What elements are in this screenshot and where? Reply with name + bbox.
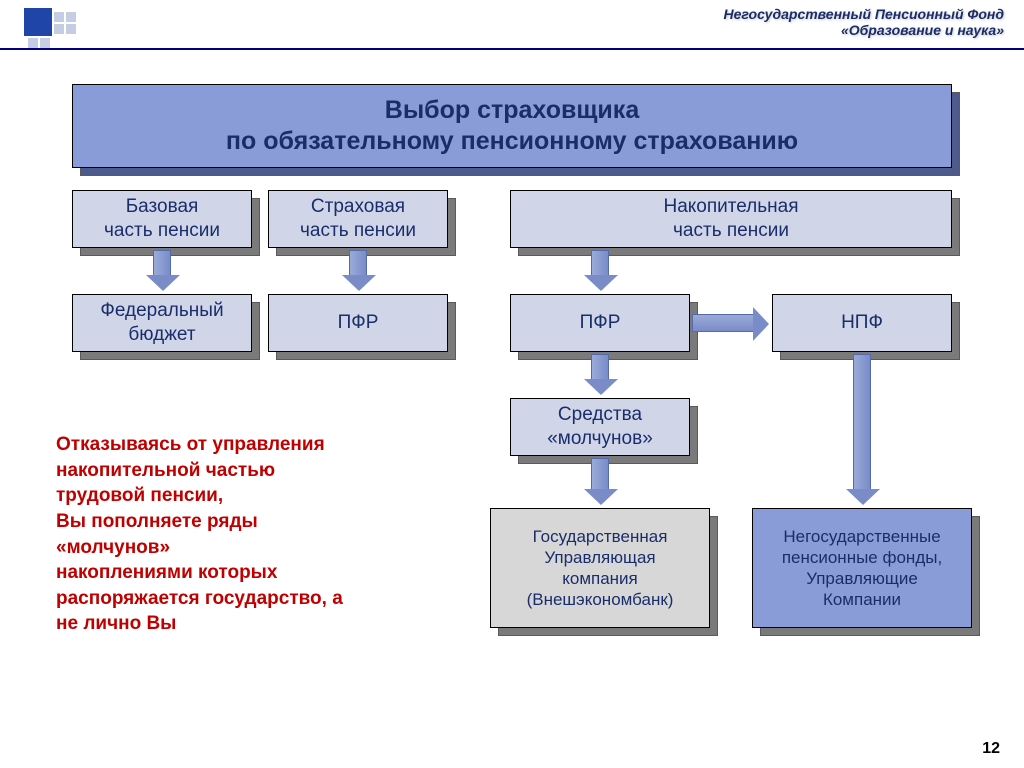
arrow-down: [591, 354, 609, 380]
label: (Внешэкономбанк): [527, 589, 674, 610]
label: пенсионные фонды,: [782, 547, 942, 568]
label: Управляющие: [806, 568, 918, 589]
arrow-down: [853, 354, 871, 490]
page-number: 12: [982, 740, 1000, 758]
label: Накопительная: [663, 195, 798, 219]
note-line: накопительной частью: [56, 458, 343, 484]
box-silent-funds: Средства «молчунов»: [510, 398, 690, 456]
title-line2: по обязательному пенсионному страхованию: [226, 126, 798, 157]
title-line1: Выбор страховщика: [385, 95, 639, 126]
arrow-down: [591, 458, 609, 490]
label: Федеральный: [100, 299, 223, 323]
box-pfr-2: ПФР: [510, 294, 690, 352]
box-npf-mgmt: Негосударственные пенсионные фонды, Упра…: [752, 508, 972, 628]
box-npf: НПФ: [772, 294, 952, 352]
label: Страховая: [311, 195, 405, 219]
arrow-down: [591, 250, 609, 276]
note-line: накоплениями которых: [56, 560, 343, 586]
red-note: Отказываясь от управления накопительной …: [56, 432, 343, 637]
label: НПФ: [841, 311, 883, 335]
box-pfr-1: ПФР: [268, 294, 448, 352]
note-line: трудовой пенсии,: [56, 483, 343, 509]
note-line: «молчунов»: [56, 535, 343, 561]
label: Негосударственные: [783, 526, 940, 547]
header-line1: Негосударственный Пенсионный Фонд: [724, 6, 1005, 22]
header-divider: [0, 48, 1024, 50]
label: Компании: [823, 589, 901, 610]
label: бюджет: [128, 323, 195, 347]
note-line: не лично Вы: [56, 611, 343, 637]
label: ПФР: [338, 311, 379, 335]
label: часть пенсии: [300, 219, 416, 243]
title-box: Выбор страховщика по обязательному пенси…: [72, 84, 952, 168]
label: «молчунов»: [547, 427, 653, 451]
arrow-down: [153, 250, 171, 276]
label: ПФР: [580, 311, 621, 335]
box-funded-pension: Накопительная часть пенсии: [510, 190, 952, 248]
arrow-right: [692, 314, 754, 332]
label: часть пенсии: [104, 219, 220, 243]
box-base-pension: Базовая часть пенсии: [72, 190, 252, 248]
note-line: Отказываясь от управления: [56, 432, 343, 458]
label: Управляющая: [544, 547, 655, 568]
note-line: Вы пополняете ряды: [56, 509, 343, 535]
box-federal-budget: Федеральный бюджет: [72, 294, 252, 352]
label: Государственная: [533, 526, 668, 547]
header-line2: «Образование и наука»: [724, 22, 1005, 38]
header-org: Негосударственный Пенсионный Фонд «Образ…: [724, 6, 1005, 38]
box-insurance-pension: Страховая часть пенсии: [268, 190, 448, 248]
arrow-down: [349, 250, 367, 276]
label: Средства: [558, 403, 642, 427]
label: компания: [562, 568, 638, 589]
box-state-mgmt: Государственная Управляющая компания (Вн…: [490, 508, 710, 628]
note-line: распоряжается государство, а: [56, 586, 343, 612]
label: часть пенсии: [673, 219, 789, 243]
label: Базовая: [126, 195, 199, 219]
